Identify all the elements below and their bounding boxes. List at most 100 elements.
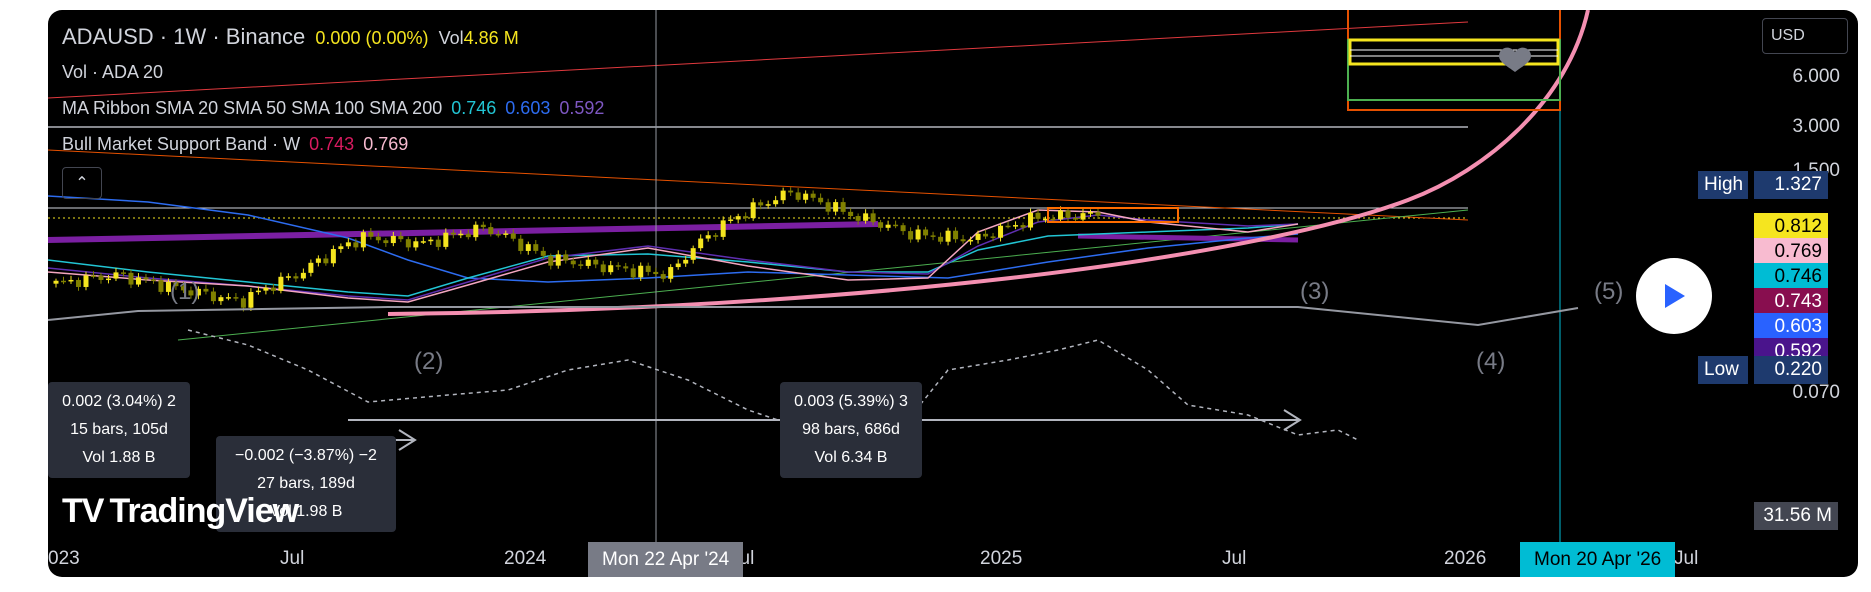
time-tick-2024: 2024	[504, 548, 547, 569]
measure-2-change: −0.002 (−3.87%) −2	[235, 447, 377, 464]
measure-3-volume: Vol 6.34 B	[814, 449, 888, 466]
orange-zone-box[interactable]	[1047, 207, 1179, 223]
measure-box-2[interactable]: −0.002 (−3.87%) −2 27 bars, 189d Vol 1.9…	[216, 436, 396, 532]
candle-body	[653, 271, 659, 275]
price-axis-label-6000: 6.000	[1792, 66, 1840, 87]
candle-body	[1080, 213, 1086, 220]
measure-2-bars: 27 bars, 189d	[257, 475, 355, 492]
candlesticks[interactable]	[53, 187, 1101, 312]
candle-body	[968, 239, 974, 242]
measure-box-3[interactable]: 0.003 (5.39%) 3 98 bars, 686d Vol 6.34 B	[780, 382, 922, 478]
legend-bull-band-row[interactable]: Bull Market Support Band · W 0.743 0.769	[62, 134, 412, 155]
currency-button[interactable]: USD	[1762, 18, 1848, 54]
arrow-head-1-icon	[1283, 409, 1302, 431]
volume-indicator-label[interactable]: Vol · ADA 20	[62, 62, 164, 82]
candle-body	[998, 225, 1004, 238]
price-tag-1: 0.769	[1754, 238, 1828, 266]
crosshair-date-left: Mon 22 Apr '24	[588, 542, 744, 577]
replay-play-button[interactable]	[1636, 258, 1712, 334]
candle-body	[353, 242, 359, 248]
candle-body	[405, 239, 411, 248]
candle-body	[98, 275, 104, 280]
elliott-wave-path[interactable]	[48, 306, 1579, 327]
high-value: 1.327	[1754, 171, 1828, 199]
candle-body	[803, 193, 809, 200]
candle-body	[503, 233, 509, 235]
candle-body	[983, 233, 989, 237]
candle-body	[728, 219, 734, 221]
candle-body	[608, 265, 614, 273]
candle-body	[83, 275, 89, 287]
candle-body	[758, 202, 764, 206]
candle-body	[668, 267, 674, 279]
candle-body	[855, 216, 861, 221]
candle-body	[1020, 225, 1026, 228]
ma-ribbon-value-3: 0.592	[559, 98, 605, 118]
candle-body	[518, 238, 524, 251]
high-label: High	[1698, 171, 1748, 199]
wave-label-2[interactable]: (2)	[414, 348, 444, 375]
candle-body	[1050, 218, 1056, 221]
chart-frame[interactable]: ADAUSD · 1W · Binance 0.000 (0.00%) Vol4…	[48, 10, 1858, 577]
symbol-label[interactable]: ADAUSD · 1W · Binance	[62, 24, 306, 49]
candle-body	[1035, 212, 1041, 219]
candle-body	[825, 202, 831, 212]
legend-symbol-row[interactable]: ADAUSD · 1W · Binance 0.000 (0.00%) Vol4…	[62, 24, 523, 50]
bull-band-label[interactable]: Bull Market Support Band · W	[62, 134, 301, 154]
red-trendline[interactable]	[48, 21, 1469, 99]
candle-body	[428, 239, 434, 242]
candle-body	[615, 265, 621, 267]
candle-body	[323, 258, 329, 264]
candle-body	[90, 275, 96, 277]
measure-box-1[interactable]: 0.002 (3.04%) 2 15 bars, 105d Vol 1.88 B	[48, 382, 190, 478]
target-box-yellow[interactable]	[1348, 38, 1560, 66]
candle-body	[630, 268, 636, 278]
dashed-oscillator	[187, 329, 1359, 441]
candle-body	[383, 240, 389, 244]
candle-body	[533, 244, 539, 251]
tradingview-watermark: TV TradingView	[62, 492, 299, 531]
candle-body	[1088, 212, 1094, 214]
legend-volume-row[interactable]: Vol · ADA 20	[62, 62, 167, 83]
target-box-green[interactable]	[1347, 39, 1561, 101]
candle-body	[878, 222, 884, 228]
low-value: 0.220	[1754, 356, 1828, 384]
collapse-legend-button[interactable]: ⌃	[62, 167, 102, 199]
candle-body	[593, 259, 599, 265]
candle-body	[743, 216, 749, 219]
wave-label-5[interactable]: (5)	[1594, 278, 1624, 305]
candle-body	[540, 250, 546, 256]
time-tick-2025: 2025	[980, 548, 1023, 569]
candle-body	[1058, 210, 1064, 220]
candle-body	[683, 259, 689, 264]
candle-body	[285, 276, 291, 278]
candle-body	[488, 227, 494, 234]
price-chart[interactable]	[48, 10, 1858, 577]
wave-label-3[interactable]: (3)	[1300, 278, 1330, 305]
measure-3-change: 0.003 (5.39%) 3	[794, 393, 908, 410]
candle-body	[360, 232, 366, 248]
wave-label-1[interactable]: (1)	[170, 278, 200, 305]
candle-body	[863, 213, 869, 221]
candle-body	[68, 279, 74, 282]
ma-ribbon-label[interactable]: MA Ribbon SMA 20 SMA 50 SMA 100 SMA 200	[62, 98, 443, 118]
candle-body	[818, 197, 824, 203]
price-tag-2: 0.746	[1754, 263, 1828, 291]
wave-label-4[interactable]: (4)	[1476, 348, 1506, 375]
candle-body	[1013, 225, 1019, 227]
play-icon	[1665, 284, 1685, 308]
parabolic-curve[interactable]	[387, 10, 1590, 316]
sma-200-line	[48, 195, 1299, 283]
candle-body	[1005, 225, 1011, 228]
measure-3-bars: 98 bars, 686d	[802, 421, 900, 438]
candle-body	[645, 265, 651, 272]
candle-body	[165, 281, 171, 292]
candle-body	[390, 235, 396, 244]
candle-body	[675, 263, 681, 268]
purple-support-line[interactable]	[48, 221, 879, 243]
orange-trendline[interactable]	[48, 149, 1469, 221]
legend-ma-ribbon-row[interactable]: MA Ribbon SMA 20 SMA 50 SMA 100 SMA 200 …	[62, 98, 608, 119]
candle-body	[375, 236, 381, 241]
low-label: Low	[1698, 356, 1748, 384]
candle-body	[218, 297, 224, 302]
